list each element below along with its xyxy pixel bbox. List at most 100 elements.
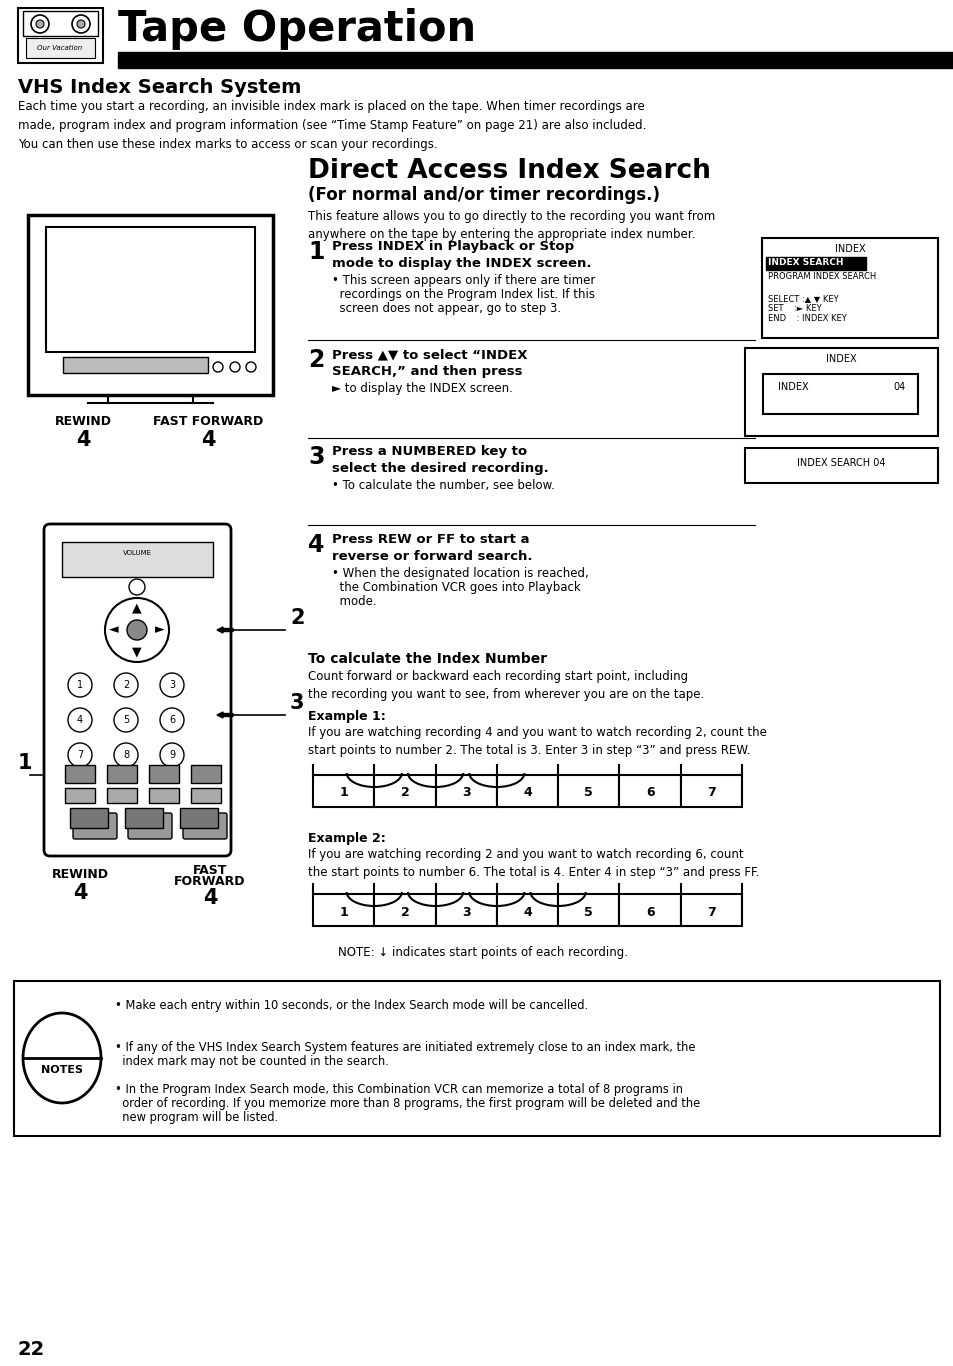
Bar: [191, 765, 221, 783]
Text: Each time you start a recording, an invisible index mark is placed on the tape. : Each time you start a recording, an invi…: [18, 100, 646, 152]
Text: 6: 6: [645, 787, 654, 799]
Bar: [125, 809, 163, 828]
Text: Press REW or FF to start a: Press REW or FF to start a: [332, 533, 529, 546]
Text: 6: 6: [169, 714, 175, 725]
Text: 3: 3: [308, 445, 324, 469]
Bar: [618, 775, 680, 807]
Text: ◄: ◄: [109, 623, 119, 637]
Text: ▼: ▼: [132, 646, 142, 658]
FancyBboxPatch shape: [73, 813, 117, 839]
Text: INDEX: INDEX: [834, 245, 864, 254]
Text: Tape Operation: Tape Operation: [118, 8, 476, 51]
Text: PROGRAM INDEX SEARCH: PROGRAM INDEX SEARCH: [767, 272, 876, 281]
FancyBboxPatch shape: [128, 813, 172, 839]
Bar: [680, 775, 741, 807]
FancyArrow shape: [216, 627, 233, 632]
Bar: [618, 893, 680, 926]
Text: 5: 5: [123, 714, 129, 725]
Text: recordings on the Program Index list. If this: recordings on the Program Index list. If…: [332, 288, 595, 301]
Circle shape: [113, 673, 138, 697]
Bar: [18, 8, 103, 63]
Text: 3: 3: [461, 906, 470, 918]
Bar: [558, 775, 618, 807]
Circle shape: [105, 598, 169, 663]
Text: NOTE: ↓ indicates start points of each recording.: NOTE: ↓ indicates start points of each r…: [337, 947, 627, 959]
Text: 4: 4: [200, 430, 215, 449]
Text: 4: 4: [75, 430, 91, 449]
Circle shape: [160, 673, 184, 697]
Bar: [107, 788, 137, 803]
Bar: [436, 775, 497, 807]
Text: END    : INDEX KEY: END : INDEX KEY: [767, 314, 846, 322]
Bar: [374, 893, 436, 926]
Text: 3: 3: [169, 680, 175, 690]
Bar: [744, 448, 937, 484]
Text: 8: 8: [123, 750, 129, 759]
Text: 7: 7: [706, 906, 715, 918]
Bar: [62, 542, 213, 576]
Bar: [14, 981, 939, 1137]
Text: If you are watching recording 4 and you want to watch recording 2, count the
sta: If you are watching recording 4 and you …: [308, 725, 766, 757]
Text: Example 2:: Example 2:: [308, 832, 385, 846]
Text: 2: 2: [290, 608, 304, 628]
Circle shape: [68, 708, 91, 732]
Bar: [149, 765, 179, 783]
Text: select the desired recording.: select the desired recording.: [332, 462, 548, 475]
Text: new program will be listed.: new program will be listed.: [115, 1111, 278, 1124]
Circle shape: [129, 579, 145, 596]
Text: 1: 1: [18, 753, 32, 773]
Ellipse shape: [23, 1014, 101, 1102]
Text: 3: 3: [290, 693, 304, 713]
Text: REWIND: REWIND: [54, 415, 112, 428]
Text: the Combination VCR goes into Playback: the Combination VCR goes into Playback: [332, 581, 580, 594]
Text: This feature allows you to go directly to the recording you want from
anywhere o: This feature allows you to go directly t…: [308, 210, 715, 240]
Text: order of recording. If you memorize more than 8 programs, the first program will: order of recording. If you memorize more…: [115, 1097, 700, 1111]
Text: 1: 1: [339, 906, 348, 918]
Bar: [744, 348, 937, 436]
Text: Press INDEX in Playback or Stop: Press INDEX in Playback or Stop: [332, 240, 574, 253]
Circle shape: [77, 20, 85, 27]
Bar: [180, 809, 218, 828]
Circle shape: [113, 743, 138, 766]
Bar: [65, 765, 95, 783]
Text: (For normal and/or timer recordings.): (For normal and/or timer recordings.): [308, 186, 659, 204]
Text: ►: ►: [155, 623, 165, 637]
Text: Example 1:: Example 1:: [308, 710, 385, 723]
Circle shape: [160, 708, 184, 732]
Circle shape: [127, 620, 147, 641]
Text: 1: 1: [308, 240, 324, 264]
Text: 6: 6: [645, 906, 654, 918]
Text: index mark may not be counted in the search.: index mark may not be counted in the sea…: [115, 1055, 389, 1068]
FancyBboxPatch shape: [44, 525, 231, 856]
Text: 2: 2: [123, 680, 129, 690]
Text: 2: 2: [400, 906, 409, 918]
Text: ► to display the INDEX screen.: ► to display the INDEX screen.: [332, 382, 513, 395]
Text: FAST FORWARD: FAST FORWARD: [152, 415, 263, 428]
Text: 1: 1: [77, 680, 83, 690]
Text: VHS Index Search System: VHS Index Search System: [18, 78, 301, 97]
Circle shape: [68, 743, 91, 766]
Circle shape: [113, 708, 138, 732]
Bar: [497, 775, 558, 807]
Text: 1: 1: [339, 787, 348, 799]
Text: 4: 4: [72, 882, 87, 903]
Text: FORWARD: FORWARD: [174, 876, 246, 888]
Text: Our Vacation: Our Vacation: [37, 45, 83, 51]
Text: SET    :► KEY: SET :► KEY: [767, 305, 821, 313]
Bar: [680, 893, 741, 926]
Text: • When the designated location is reached,: • When the designated location is reache…: [332, 567, 588, 581]
Bar: [149, 788, 179, 803]
FancyArrow shape: [216, 712, 233, 719]
Circle shape: [160, 743, 184, 766]
Text: 5: 5: [584, 906, 593, 918]
Text: SEARCH,” and then press: SEARCH,” and then press: [332, 365, 522, 378]
Bar: [374, 775, 436, 807]
Text: • If any of the VHS Index Search System features are initiated extremely close t: • If any of the VHS Index Search System …: [115, 1041, 695, 1055]
Bar: [436, 893, 497, 926]
Text: To calculate the Index Number: To calculate the Index Number: [308, 652, 547, 667]
Text: INDEX: INDEX: [825, 354, 856, 363]
Text: 4: 4: [203, 888, 217, 908]
Bar: [765, 257, 865, 270]
Text: 2: 2: [400, 787, 409, 799]
Text: REWIND: REWIND: [51, 867, 109, 881]
